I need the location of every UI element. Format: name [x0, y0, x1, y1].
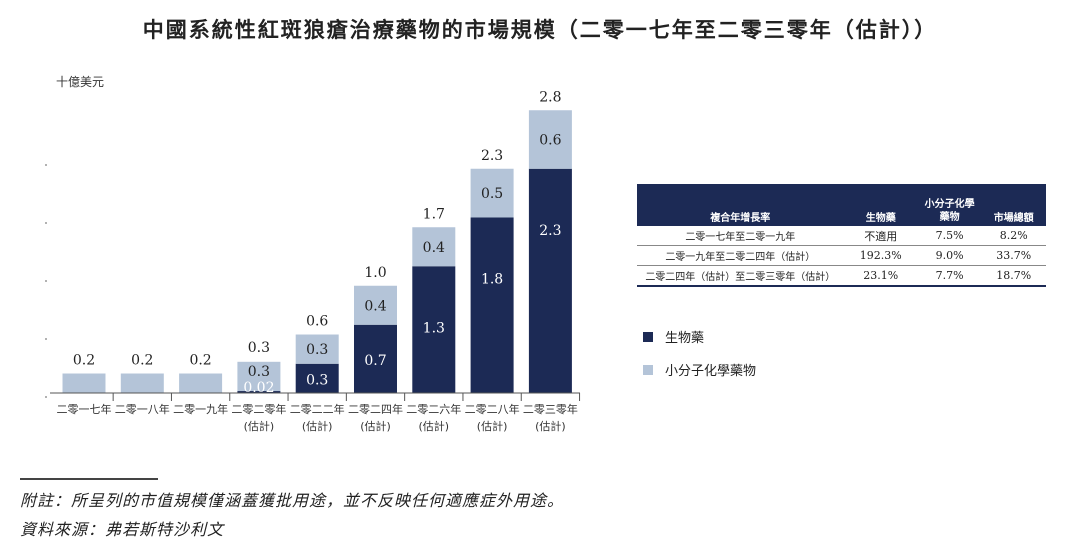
total-label: 0.2 [73, 353, 95, 369]
total-label: 0.2 [189, 353, 211, 369]
x-tick-label: 二零一九年 [173, 402, 228, 416]
table-cell-small-molecule: 7.7% [917, 265, 982, 287]
x-tick-label: 二零二四年 [348, 402, 403, 416]
segment-label-small-molecule: 0.3 [248, 364, 270, 380]
table-cell-small-molecule: 7.5% [917, 226, 982, 246]
bar-segment-small-molecule [354, 285, 397, 325]
y-unit-label: 十億美元 [56, 75, 104, 89]
table-cell-period: 二零一七年至二零一九年 [637, 226, 844, 246]
table-cell-biologics: 不適用 [843, 226, 918, 246]
x-tick-label: (估計) [535, 419, 566, 433]
table-cell-small-molecule: 9.0% [917, 245, 982, 266]
x-tick-label: 二零一七年 [57, 402, 112, 416]
table-row: 二零一九年至二零二四年（估計） 192.3% 9.0% 33.7% [637, 245, 1046, 266]
legend-label-small-molecule: 小分子化學藥物 [665, 364, 757, 379]
x-tick-label: 二零二八年 [465, 402, 520, 416]
bar-segment-small-molecule [528, 110, 572, 169]
chart-title: 中國系統性紅斑狼瘡治療藥物的市場規模（二零一七年至二零三零年（估計）） [142, 18, 938, 42]
x-tick-label: 二零二二年 [290, 402, 345, 416]
table-row: 二零二四年（估計）至二零三零年（估計） 23.1% 7.7% 18.7% [637, 265, 1046, 287]
bar-segment-biologics [528, 168, 572, 393]
x-tick-label: 二零二零年 [231, 402, 286, 416]
stacked-bar-chart: 十億美元 0.2 0.2 0.20.30.30.020.60.30.31.00.40… [45, 75, 581, 433]
bar-segment-biologics [412, 266, 456, 393]
bar-segment-biologics [237, 391, 281, 393]
table-cell-biologics: 192.3% [843, 245, 918, 266]
bar-segment-small-molecule [120, 373, 164, 393]
x-tick-label: (估計) [302, 419, 333, 433]
bar-segment-small-molecule [295, 334, 339, 364]
footnote-divider [20, 478, 158, 480]
segment-label-biologics: 1.3 [423, 320, 445, 336]
total-label: 1.0 [364, 265, 386, 281]
table-cell-biologics: 23.1% [843, 265, 918, 287]
footnote-note: 附註：所呈列的市值規模僅涵蓋獲批用途，並不反映任何適應症外用途。 [20, 491, 565, 510]
legend-label-biologics: 生物藥 [665, 331, 705, 346]
bar-segment-small-molecule [179, 373, 223, 393]
header-market-total: 市場總額 [981, 184, 1046, 226]
segment-label-small-molecule: 0.4 [364, 298, 386, 314]
legend-swatch-biologics [643, 331, 653, 342]
total-label: 2.8 [539, 89, 561, 105]
bar-segment-small-molecule [412, 227, 456, 267]
segment-label-small-molecule: 0.4 [423, 240, 445, 256]
segment-label-biologics: 0.02 [243, 380, 274, 396]
total-label: 1.7 [423, 206, 445, 222]
segment-label-small-molecule: 0.5 [481, 186, 503, 202]
table-cell-period: 二零一九年至二零二四年（估計） [637, 245, 844, 266]
table-cell-total: 8.2% [981, 226, 1046, 246]
header-cagr: 複合年增長率 [637, 184, 844, 226]
bar-segment-biologics [354, 324, 397, 393]
segment-label-biologics: 0.3 [306, 372, 328, 388]
header-biologics: 生物藥 [843, 184, 918, 226]
legend-item-small-molecule: 小分子化學藥物 [643, 360, 756, 379]
segment-label-small-molecule: 0.6 [539, 133, 561, 149]
cagr-table: 複合年增長率 生物藥 小分子化學藥物 市場總額 二零一七年至二零一九年 不適用 … [637, 184, 1046, 287]
total-label: 0.2 [131, 353, 153, 369]
x-tick-label: 二零二六年 [406, 402, 461, 416]
legend-swatch-small-molecule [643, 364, 653, 375]
footnote-source: 資料來源：弗若斯特沙利文 [20, 520, 225, 539]
segment-label-biologics: 0.7 [364, 353, 386, 369]
cagr-table-header: 複合年增長率 生物藥 小分子化學藥物 市場總額 [637, 184, 1046, 226]
total-label: 2.3 [481, 148, 503, 164]
x-tick-label: (估計) [419, 419, 450, 433]
table-cell-total: 33.7% [981, 245, 1046, 266]
legend-item-biologics: 生物藥 [643, 327, 704, 346]
segment-label-biologics: 1.8 [481, 272, 503, 288]
table-cell-period: 二零二四年（估計）至二零三零年（估計） [637, 265, 844, 287]
x-tick-label: 二零三零年 [523, 402, 578, 416]
segment-label-small-molecule: 0.3 [306, 342, 328, 358]
x-tick-label: (估計) [244, 419, 275, 433]
x-tick-label: (估計) [477, 419, 508, 433]
bar-segment-small-molecule [237, 361, 281, 392]
table-row: 二零一七年至二零一九年 不適用 7.5% 8.2% [637, 226, 1046, 246]
header-small-molecule: 小分子化學藥物 [917, 184, 982, 226]
total-label: 0.3 [248, 340, 270, 356]
total-label: 0.6 [306, 314, 328, 330]
bar-segment-small-molecule [470, 168, 514, 218]
x-tick-label: (估計) [360, 419, 391, 433]
segment-label-biologics: 2.3 [539, 223, 561, 239]
bar-segment-small-molecule [62, 373, 106, 393]
x-tick-label: 二零一八年 [115, 402, 170, 416]
bar-segment-biologics [470, 217, 514, 393]
bar-segment-biologics [295, 363, 339, 393]
table-cell-total: 18.7% [981, 265, 1046, 287]
